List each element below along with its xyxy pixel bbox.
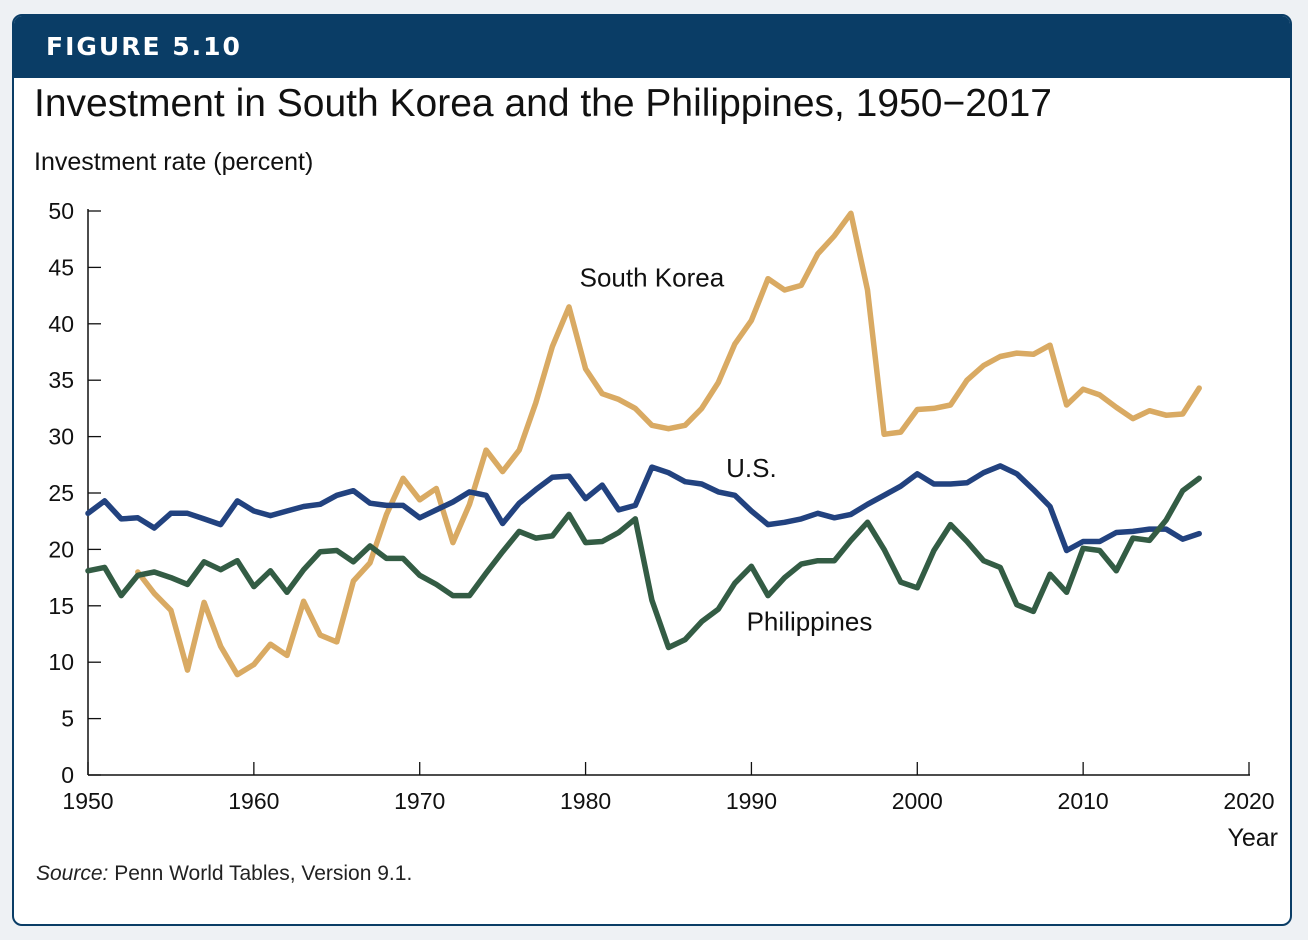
series-label: Philippines <box>747 607 873 637</box>
y-tick-label: 30 <box>48 424 74 450</box>
x-tick-label: 2000 <box>892 788 943 814</box>
source-note: Source: Penn World Tables, Version 9.1. <box>36 862 412 886</box>
series-labels: South Korea U.S. Philippines <box>580 263 873 637</box>
x-tick-label: 1950 <box>62 788 113 814</box>
series-label: South Korea <box>580 263 725 293</box>
y-tick-label: 0 <box>61 762 74 788</box>
source-lead: Source: <box>36 862 109 885</box>
y-tick-label: 40 <box>48 311 74 337</box>
figure-banner: FIGURE 5.10 <box>14 16 1290 78</box>
x-axis-title: Year <box>1227 824 1278 852</box>
y-tick-label: 35 <box>48 367 74 393</box>
source-text: Penn World Tables, Version 9.1. <box>108 862 413 885</box>
x-tick-label: 2010 <box>1058 788 1109 814</box>
x-tick-label: 1980 <box>560 788 611 814</box>
y-tick-label: 15 <box>48 593 74 619</box>
y-tick-label: 5 <box>61 706 74 732</box>
y-tick-label: 10 <box>48 649 74 675</box>
x-tick-label: 1970 <box>394 788 445 814</box>
series-line-philippines <box>85 475 1202 651</box>
chart-title: Investment in South Korea and the Philip… <box>34 82 1052 125</box>
x-tick-label: 2020 <box>1223 788 1274 814</box>
series-line-south-korea <box>135 210 1202 678</box>
y-tick-label: 20 <box>48 536 74 562</box>
y-tick-label: 45 <box>48 254 74 280</box>
series-label: U.S. <box>726 453 777 483</box>
y-axis-title: Investment rate (percent) <box>34 148 314 176</box>
y-tick-label: 25 <box>48 480 74 506</box>
axes: 0 5 10 15 20 25 30 35 40 45 50 1950 1960 1970 1980 1990… <box>48 198 1274 814</box>
x-tick-label: 1990 <box>726 788 777 814</box>
series-line-u-s <box>85 463 1202 554</box>
figure-card: FIGURE 5.10 <box>12 14 1292 926</box>
y-tick-label: 50 <box>48 198 74 224</box>
series-lines <box>85 210 1202 678</box>
x-tick-label: 1960 <box>228 788 279 814</box>
